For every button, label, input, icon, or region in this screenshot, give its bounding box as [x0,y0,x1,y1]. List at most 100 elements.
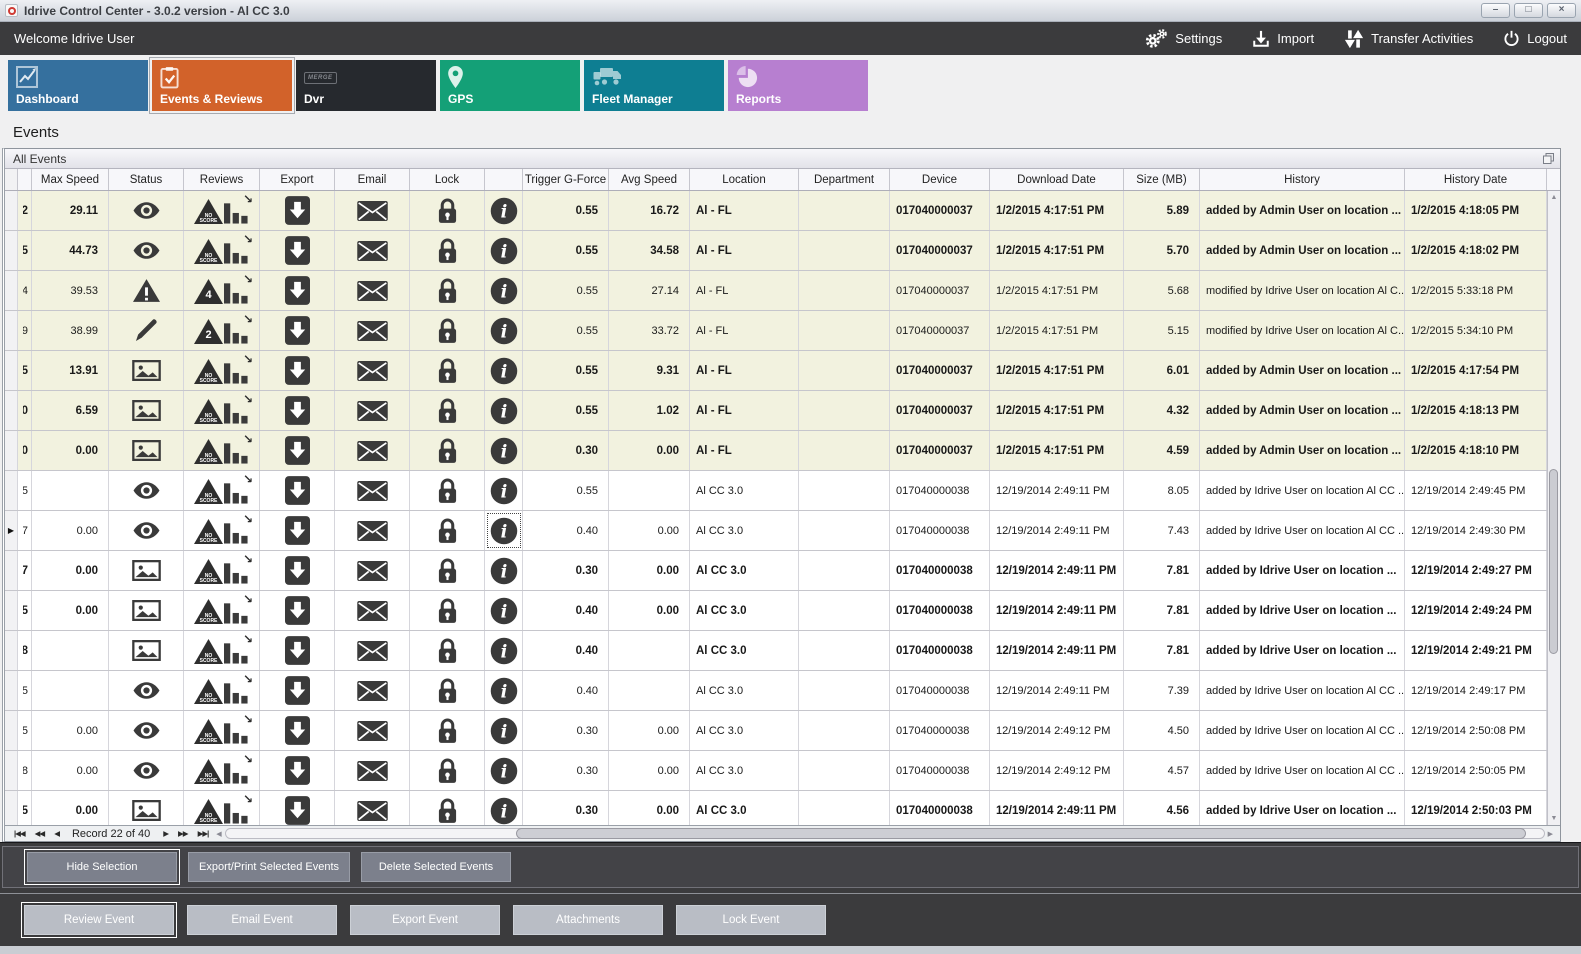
close-button[interactable]: × [1547,3,1576,18]
column-header-status[interactable]: Status [109,169,184,190]
export-button[interactable] [284,436,310,465]
review-score-cell[interactable]: NO SCORE ↘ [184,431,260,470]
scroll-down-arrow[interactable]: ▼ [1550,815,1558,822]
info-button[interactable]: i [490,517,518,545]
tab-reports[interactable]: Reports [728,60,868,111]
column-header-trigger[interactable]: Trigger G-Force [523,169,609,190]
export-button[interactable] [284,236,310,265]
settings-button[interactable]: Settings [1144,28,1222,49]
column-header-info[interactable] [485,169,523,190]
delete-selected-events-button[interactable]: Delete Selected Events [361,852,512,882]
review-score-cell[interactable]: NO SCORE ↘ [184,351,260,390]
column-header-max[interactable]: Max Speed [32,169,109,190]
export-button[interactable] [284,596,310,625]
column-header-export[interactable]: Export [260,169,335,190]
column-header-size[interactable]: Size (MB) [1124,169,1200,190]
prev-page-button[interactable]: ◀◀ [34,829,46,838]
review-score-cell[interactable]: NO SCORE ↘ [184,391,260,430]
review-score-cell[interactable]: NO SCORE ↘ [184,751,260,790]
review-score-cell[interactable]: 4 ↘ [184,271,260,310]
info-button[interactable]: i [490,477,518,505]
info-button[interactable]: i [490,357,518,385]
lock-button[interactable] [437,437,458,465]
export-button[interactable] [284,796,310,825]
tab-events-reviews[interactable]: Events & Reviews [149,57,295,114]
info-button[interactable]: i [490,637,518,665]
column-header-email[interactable]: Email [335,169,410,190]
review-score-cell[interactable]: NO SCORE ↘ [184,791,260,825]
hscroll-right-arrow[interactable]: ▶ [1547,830,1553,838]
review-score-cell[interactable]: NO SCORE ↘ [184,671,260,710]
hscroll-left-arrow[interactable]: ◀ [216,830,222,838]
export-button[interactable] [284,676,310,705]
email-button[interactable] [356,640,388,661]
email-button[interactable] [356,400,388,421]
review-score-cell[interactable]: NO SCORE ↘ [184,231,260,270]
email-button[interactable] [356,480,388,501]
info-button[interactable]: i [490,797,518,825]
tab-dvr[interactable]: MERGE Dvr [296,60,436,111]
info-button[interactable]: i [490,437,518,465]
export-button[interactable] [284,556,310,585]
email-button[interactable] [356,720,388,741]
lock-button[interactable] [437,357,458,385]
review-score-cell[interactable]: NO SCORE ↘ [184,191,260,230]
column-header-history[interactable]: History [1200,169,1405,190]
review-score-cell[interactable]: NO SCORE ↘ [184,591,260,630]
vertical-scrollbar[interactable]: ▲ ▼ [1547,191,1560,825]
info-button[interactable]: i [490,277,518,305]
export-button[interactable] [284,636,310,665]
lock-button[interactable] [437,557,458,585]
export-button[interactable] [284,756,310,785]
info-button[interactable]: i [490,197,518,225]
review-score-cell[interactable]: NO SCORE ↘ [184,551,260,590]
prev-record-button[interactable]: ◀ [54,829,60,838]
info-button[interactable]: i [490,757,518,785]
info-button[interactable]: i [490,597,518,625]
email-button[interactable] [356,360,388,381]
export-button[interactable] [284,316,310,345]
tab-dashboard[interactable]: Dashboard [8,60,148,111]
info-button[interactable]: i [490,237,518,265]
lock-button[interactable] [437,797,458,825]
column-header-device[interactable]: Device [890,169,990,190]
first-record-button[interactable]: |◀◀ [14,829,26,838]
export-button[interactable] [284,716,310,745]
info-button[interactable]: i [490,677,518,705]
logout-button[interactable]: Logout [1503,30,1567,47]
info-button[interactable]: i [490,317,518,345]
column-header-avg[interactable]: Avg Speed [609,169,690,190]
lock-button[interactable] [437,757,458,785]
next-page-button[interactable]: ▶▶ [178,829,189,838]
review-score-cell[interactable]: NO SCORE ↘ [184,711,260,750]
email-button[interactable] [356,600,388,621]
tab-gps[interactable]: GPS [440,60,580,111]
maximize-button[interactable]: □ [1514,3,1543,18]
email-button[interactable] [356,800,388,821]
next-record-button[interactable]: ▶ [163,829,169,838]
export-button[interactable] [284,196,310,225]
transfer-activities-button[interactable]: Transfer Activities [1344,29,1473,49]
hide-selection-button[interactable]: Hide Selection [24,849,180,885]
vertical-scrollbar-thumb[interactable] [1549,469,1558,654]
lock-button[interactable] [437,637,458,665]
review-event-button[interactable]: Review Event [21,902,177,938]
column-header-dept[interactable]: Department [799,169,890,190]
horizontal-scrollbar-thumb[interactable] [515,828,1526,839]
export-button[interactable] [284,276,310,305]
review-score-cell[interactable]: NO SCORE ↘ [184,631,260,670]
email-button[interactable] [356,680,388,701]
export-button[interactable] [284,356,310,385]
column-header-lock[interactable]: Lock [410,169,485,190]
email-button[interactable] [356,240,388,261]
lock-button[interactable] [437,717,458,745]
